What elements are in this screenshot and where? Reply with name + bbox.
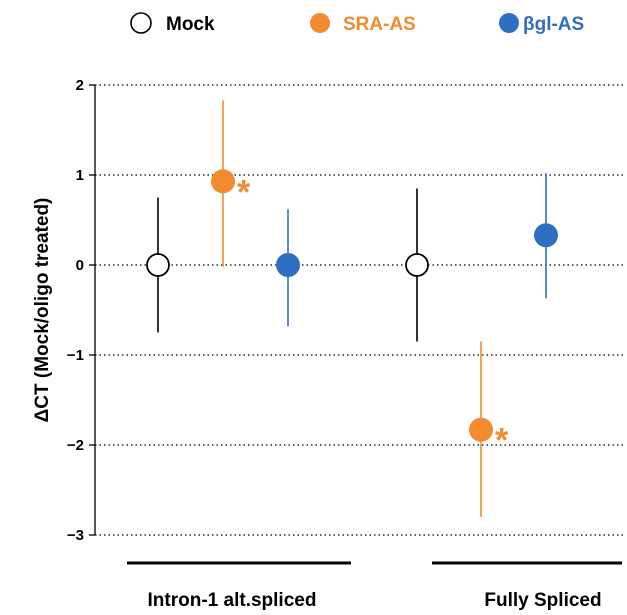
data-point — [469, 417, 493, 442]
y-tick-label: 0 — [76, 257, 84, 274]
group-label-intron: Intron-1 alt.spliced — [148, 590, 317, 611]
legend-bgl-label: βgl-AS — [523, 14, 584, 35]
y-tick-label: −3 — [67, 527, 84, 544]
grid — [95, 84, 625, 536]
data-point — [405, 253, 429, 277]
y-axis-title: ΔCT (Mock/oligo treated) — [32, 198, 53, 423]
data-point — [211, 169, 235, 194]
significance-star: * — [237, 173, 251, 211]
legend-mock-label: Mock — [166, 14, 215, 35]
y-ticks: 2 1 0 −1 −2 −3 — [67, 77, 95, 544]
legend-mock-marker — [130, 12, 152, 34]
y-tick-label: −1 — [67, 347, 84, 364]
data-marks: ** — [146, 100, 558, 517]
legend-sra-marker — [310, 13, 330, 33]
y-tick-label: 1 — [76, 167, 84, 184]
data-point — [276, 253, 300, 277]
significance-star: * — [495, 422, 509, 460]
data-point — [146, 253, 170, 277]
data-point — [534, 223, 558, 248]
y-tick-label: 2 — [76, 77, 84, 94]
legend-bgl-marker — [499, 13, 519, 33]
group-label-fully: Fully Spliced — [484, 590, 601, 611]
y-tick-label: −2 — [67, 437, 84, 454]
legend-sra-label: SRA-AS — [343, 14, 416, 35]
legend: Mock SRA-AS βgl-AS — [130, 12, 584, 35]
